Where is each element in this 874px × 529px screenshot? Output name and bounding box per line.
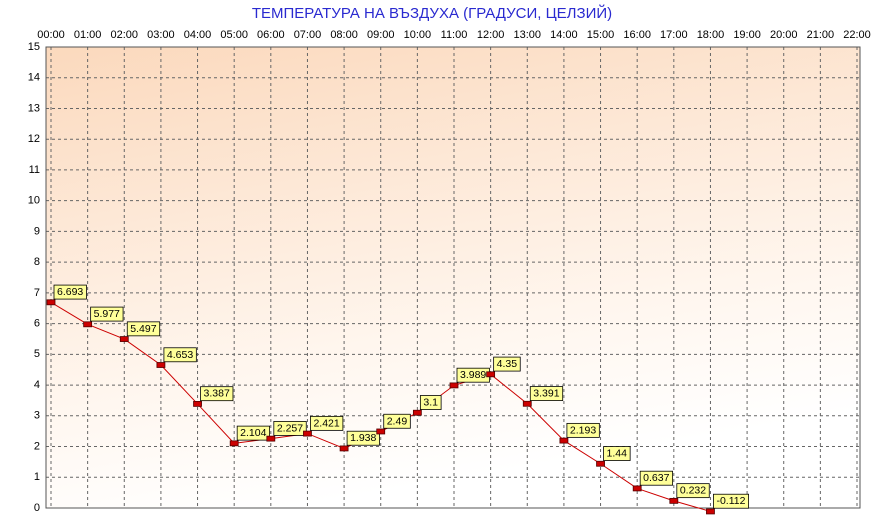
data-marker bbox=[266, 435, 276, 442]
x-tick-label: 03:00 bbox=[147, 29, 175, 41]
value-label-box bbox=[493, 356, 521, 372]
value-label: 6.693 bbox=[57, 286, 83, 298]
data-marker bbox=[412, 409, 422, 416]
value-label: 2.421 bbox=[313, 417, 339, 429]
value-label: 1.938 bbox=[350, 432, 376, 444]
x-tick-label: 12:00 bbox=[477, 29, 505, 41]
data-marker bbox=[706, 508, 715, 515]
data-marker bbox=[632, 485, 642, 492]
x-tick-label: 14:00 bbox=[550, 29, 578, 41]
value-label: 3.989 bbox=[460, 369, 486, 381]
x-tick-label: 05:00 bbox=[220, 29, 248, 41]
x-tick-label: 08:00 bbox=[330, 29, 358, 41]
value-label-box bbox=[419, 395, 442, 410]
x-tick-label: 09:00 bbox=[367, 29, 395, 41]
value-label: 5.497 bbox=[130, 323, 156, 335]
value-label: 3.391 bbox=[533, 388, 559, 400]
x-tick-label: 16:00 bbox=[623, 29, 651, 41]
value-label: 1.44 bbox=[607, 448, 628, 460]
data-marker bbox=[559, 437, 569, 444]
data-marker bbox=[376, 428, 386, 435]
data-marker bbox=[486, 371, 496, 378]
data-marker bbox=[83, 321, 93, 328]
data-marker bbox=[596, 460, 605, 467]
x-tick-label: 18:00 bbox=[697, 29, 725, 41]
y-tick-label: 11 bbox=[29, 164, 40, 176]
plot-border bbox=[45, 46, 861, 509]
x-tick-label: 04:00 bbox=[184, 29, 212, 41]
value-label: 2.104 bbox=[240, 427, 266, 439]
y-tick-label: 9 bbox=[34, 225, 40, 237]
value-label-box bbox=[163, 347, 197, 363]
value-label-box bbox=[200, 386, 234, 402]
data-marker bbox=[156, 362, 166, 368]
value-label: 5.977 bbox=[94, 308, 120, 320]
value-label: 4.35 bbox=[497, 358, 518, 370]
value-label: 0.232 bbox=[680, 485, 706, 497]
value-label-box bbox=[676, 483, 710, 499]
x-tick-label: 17:00 bbox=[660, 29, 688, 41]
value-label: 2.49 bbox=[387, 415, 408, 427]
x-tick-label: 07:00 bbox=[294, 29, 322, 41]
y-tick-label: 12 bbox=[28, 133, 40, 145]
value-label-box bbox=[90, 306, 124, 322]
value-label: 2.257 bbox=[277, 422, 303, 434]
value-label-box bbox=[236, 425, 271, 441]
value-label-box bbox=[603, 446, 631, 461]
value-label-box bbox=[566, 422, 600, 438]
y-tick-label: 6 bbox=[34, 318, 40, 330]
data-marker bbox=[229, 440, 239, 447]
y-tick-label: 10 bbox=[28, 195, 40, 207]
value-label-box bbox=[346, 430, 380, 446]
data-marker bbox=[339, 445, 349, 452]
y-tick-label: 1 bbox=[34, 471, 40, 483]
y-tick-label: 0 bbox=[34, 502, 40, 514]
x-tick-label: 21:00 bbox=[807, 29, 835, 41]
y-tick-label: 13 bbox=[28, 102, 40, 114]
data-marker bbox=[522, 400, 532, 407]
value-label-box bbox=[713, 493, 750, 509]
data-marker bbox=[193, 401, 202, 407]
data-marker bbox=[449, 382, 459, 389]
data-marker bbox=[119, 336, 129, 342]
x-tick-label: 10:00 bbox=[404, 29, 432, 41]
y-tick-label: 14 bbox=[28, 72, 40, 84]
value-label: 2.193 bbox=[570, 424, 596, 436]
value-label: 3.387 bbox=[204, 388, 230, 400]
data-marker bbox=[303, 430, 312, 437]
y-tick-label: 5 bbox=[34, 348, 40, 360]
value-label-box bbox=[273, 421, 307, 436]
x-tick-label: 13:00 bbox=[514, 29, 542, 41]
value-label-box bbox=[639, 470, 674, 486]
value-label-box bbox=[310, 415, 344, 431]
value-label: -0.112 bbox=[716, 495, 745, 507]
x-tick-label: 01:00 bbox=[74, 29, 102, 41]
data-marker bbox=[669, 497, 679, 504]
value-label: 4.653 bbox=[167, 349, 193, 361]
y-tick-label: 15 bbox=[28, 41, 40, 53]
y-tick-label: 3 bbox=[34, 410, 40, 422]
y-tick-label: 8 bbox=[34, 256, 40, 268]
x-tick-label: 20:00 bbox=[770, 29, 798, 41]
value-label: 3.1 bbox=[423, 397, 438, 409]
x-tick-label: 11:00 bbox=[441, 29, 468, 41]
value-label: 0.637 bbox=[643, 472, 669, 484]
plot-area bbox=[46, 47, 860, 508]
value-label-box bbox=[53, 284, 87, 300]
x-tick-label: 00:00 bbox=[37, 29, 65, 41]
y-tick-label: 4 bbox=[34, 379, 40, 391]
value-label-box bbox=[383, 413, 411, 429]
data-marker bbox=[46, 299, 56, 306]
y-tick-label: 2 bbox=[34, 440, 40, 452]
x-tick-label: 15:00 bbox=[587, 29, 615, 41]
value-label-box bbox=[126, 321, 161, 337]
value-label-box bbox=[529, 386, 564, 401]
chart-title: ТЕМПЕРАТУРА НА ВЪЗДУХА (ГРАДУСИ, ЦЕЛЗИЙ) bbox=[252, 4, 612, 22]
y-tick-label: 7 bbox=[34, 287, 40, 299]
x-tick-label: 06:00 bbox=[257, 29, 285, 41]
x-tick-label: 22:00 bbox=[843, 29, 871, 41]
x-tick-label: 19:00 bbox=[733, 29, 761, 41]
x-tick-label: 02:00 bbox=[111, 29, 139, 41]
